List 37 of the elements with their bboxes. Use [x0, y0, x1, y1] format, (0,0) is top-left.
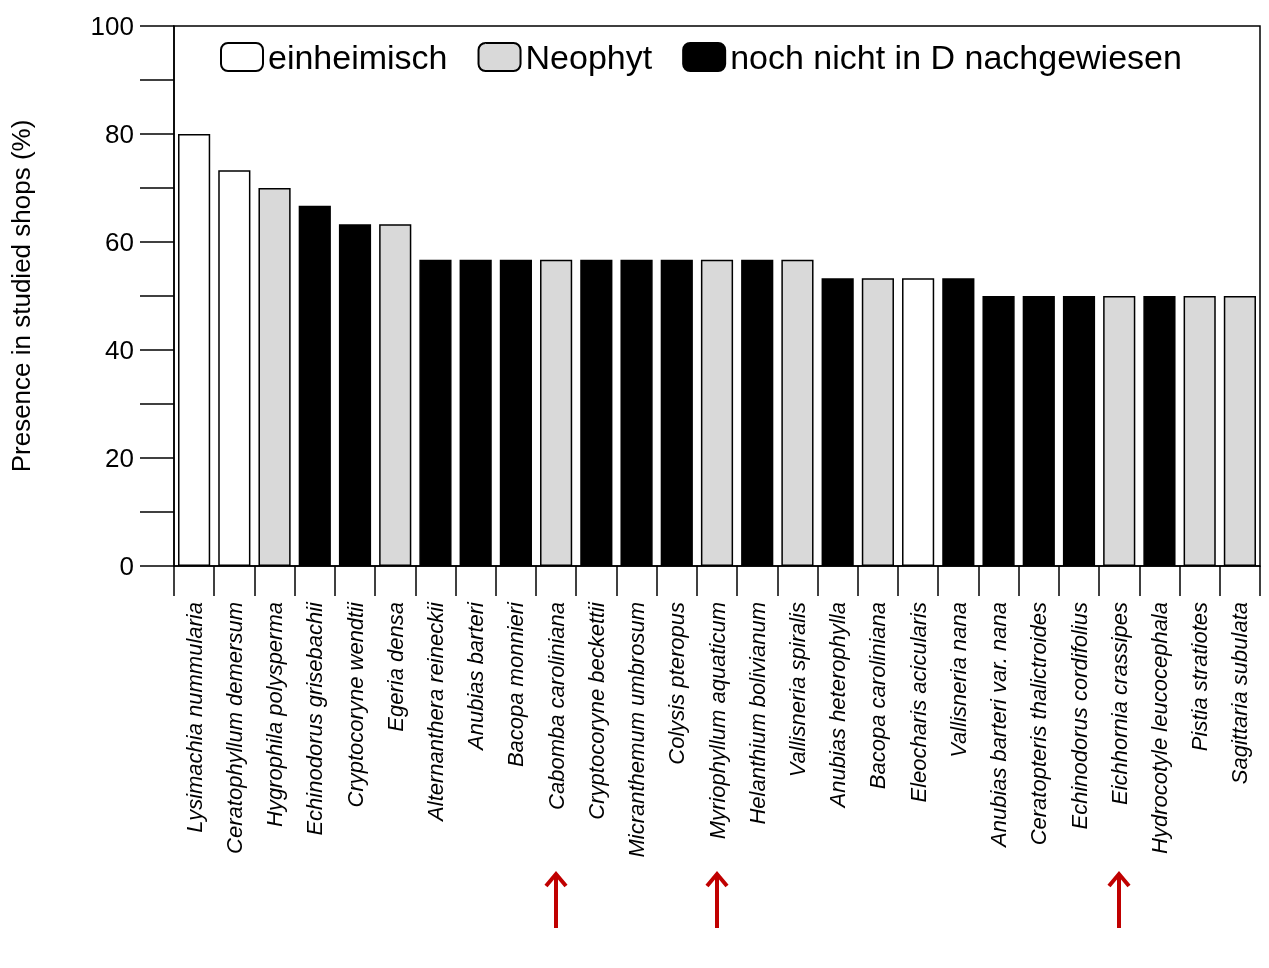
x-tick-label: Bacopa monnieri [503, 600, 529, 768]
x-tick-label: Bacopa caroliniana [865, 602, 891, 790]
x-tick-label: Eleocharis acicularis [905, 602, 931, 803]
x-tick-label: Anubias heterophylla [825, 602, 851, 810]
x-tick-label: Hygrophila polysperma [262, 602, 288, 827]
x-tick-label: Vallisneria nana [945, 602, 971, 758]
y-axis-title: Presence in studied shops (%) [6, 119, 36, 473]
x-tick-label: Echinodorus grisebachii [302, 600, 328, 836]
x-tick-label: Sagittaria subulata [1227, 602, 1253, 785]
x-tick-label: Helanthium bolivianum [744, 602, 770, 825]
x-tick-label: Hydrocotyle leucocephala [1146, 602, 1172, 854]
y-tick-label: 60 [105, 227, 134, 257]
y-tick-label: 20 [105, 443, 134, 473]
y-tick-label: 80 [105, 119, 134, 149]
x-tick-label: Ceratopteris thalictroides [1026, 602, 1052, 846]
y-tick-label: 100 [90, 11, 134, 41]
x-tick-label: Echinodorus cordifolius [1066, 602, 1092, 830]
x-tick-label: Ceratophyllum demersum [221, 602, 247, 854]
y-tick-label: 40 [105, 335, 134, 365]
x-tick-label: Eichhornia crassipes [1106, 602, 1132, 805]
x-tick-label: Cryptocoryne beckettii [583, 600, 609, 820]
x-tick-label: Cabomba caroliniana [543, 602, 569, 810]
x-tick-label: Alternanthera reineckii [422, 600, 448, 823]
y-tick-label: 0 [119, 551, 134, 581]
legend-label: noch nicht in D nachgewiesen [730, 38, 1182, 76]
x-tick-label: Colysis pteropus [664, 602, 690, 765]
x-tick-label: Cryptocoryne wendtii [342, 600, 368, 808]
x-tick-label: Pistia stratiotes [1187, 602, 1213, 752]
x-tick-label: Anubias barteri [463, 600, 489, 752]
legend-label: einheimisch [268, 38, 448, 76]
x-tick-label: Egeria densa [382, 602, 408, 732]
x-tick-label: Micranthemum umbrosum [624, 602, 650, 858]
x-tick-label: Anubias barteri var. nana [986, 602, 1012, 849]
legend-label: Neophyt [525, 38, 653, 76]
x-tick-label: Myriophyllum aquaticum [704, 602, 730, 840]
x-tick-label: Lysimachia nummularia [181, 602, 207, 833]
x-tick-label: Vallisneria spiralis [784, 602, 810, 778]
